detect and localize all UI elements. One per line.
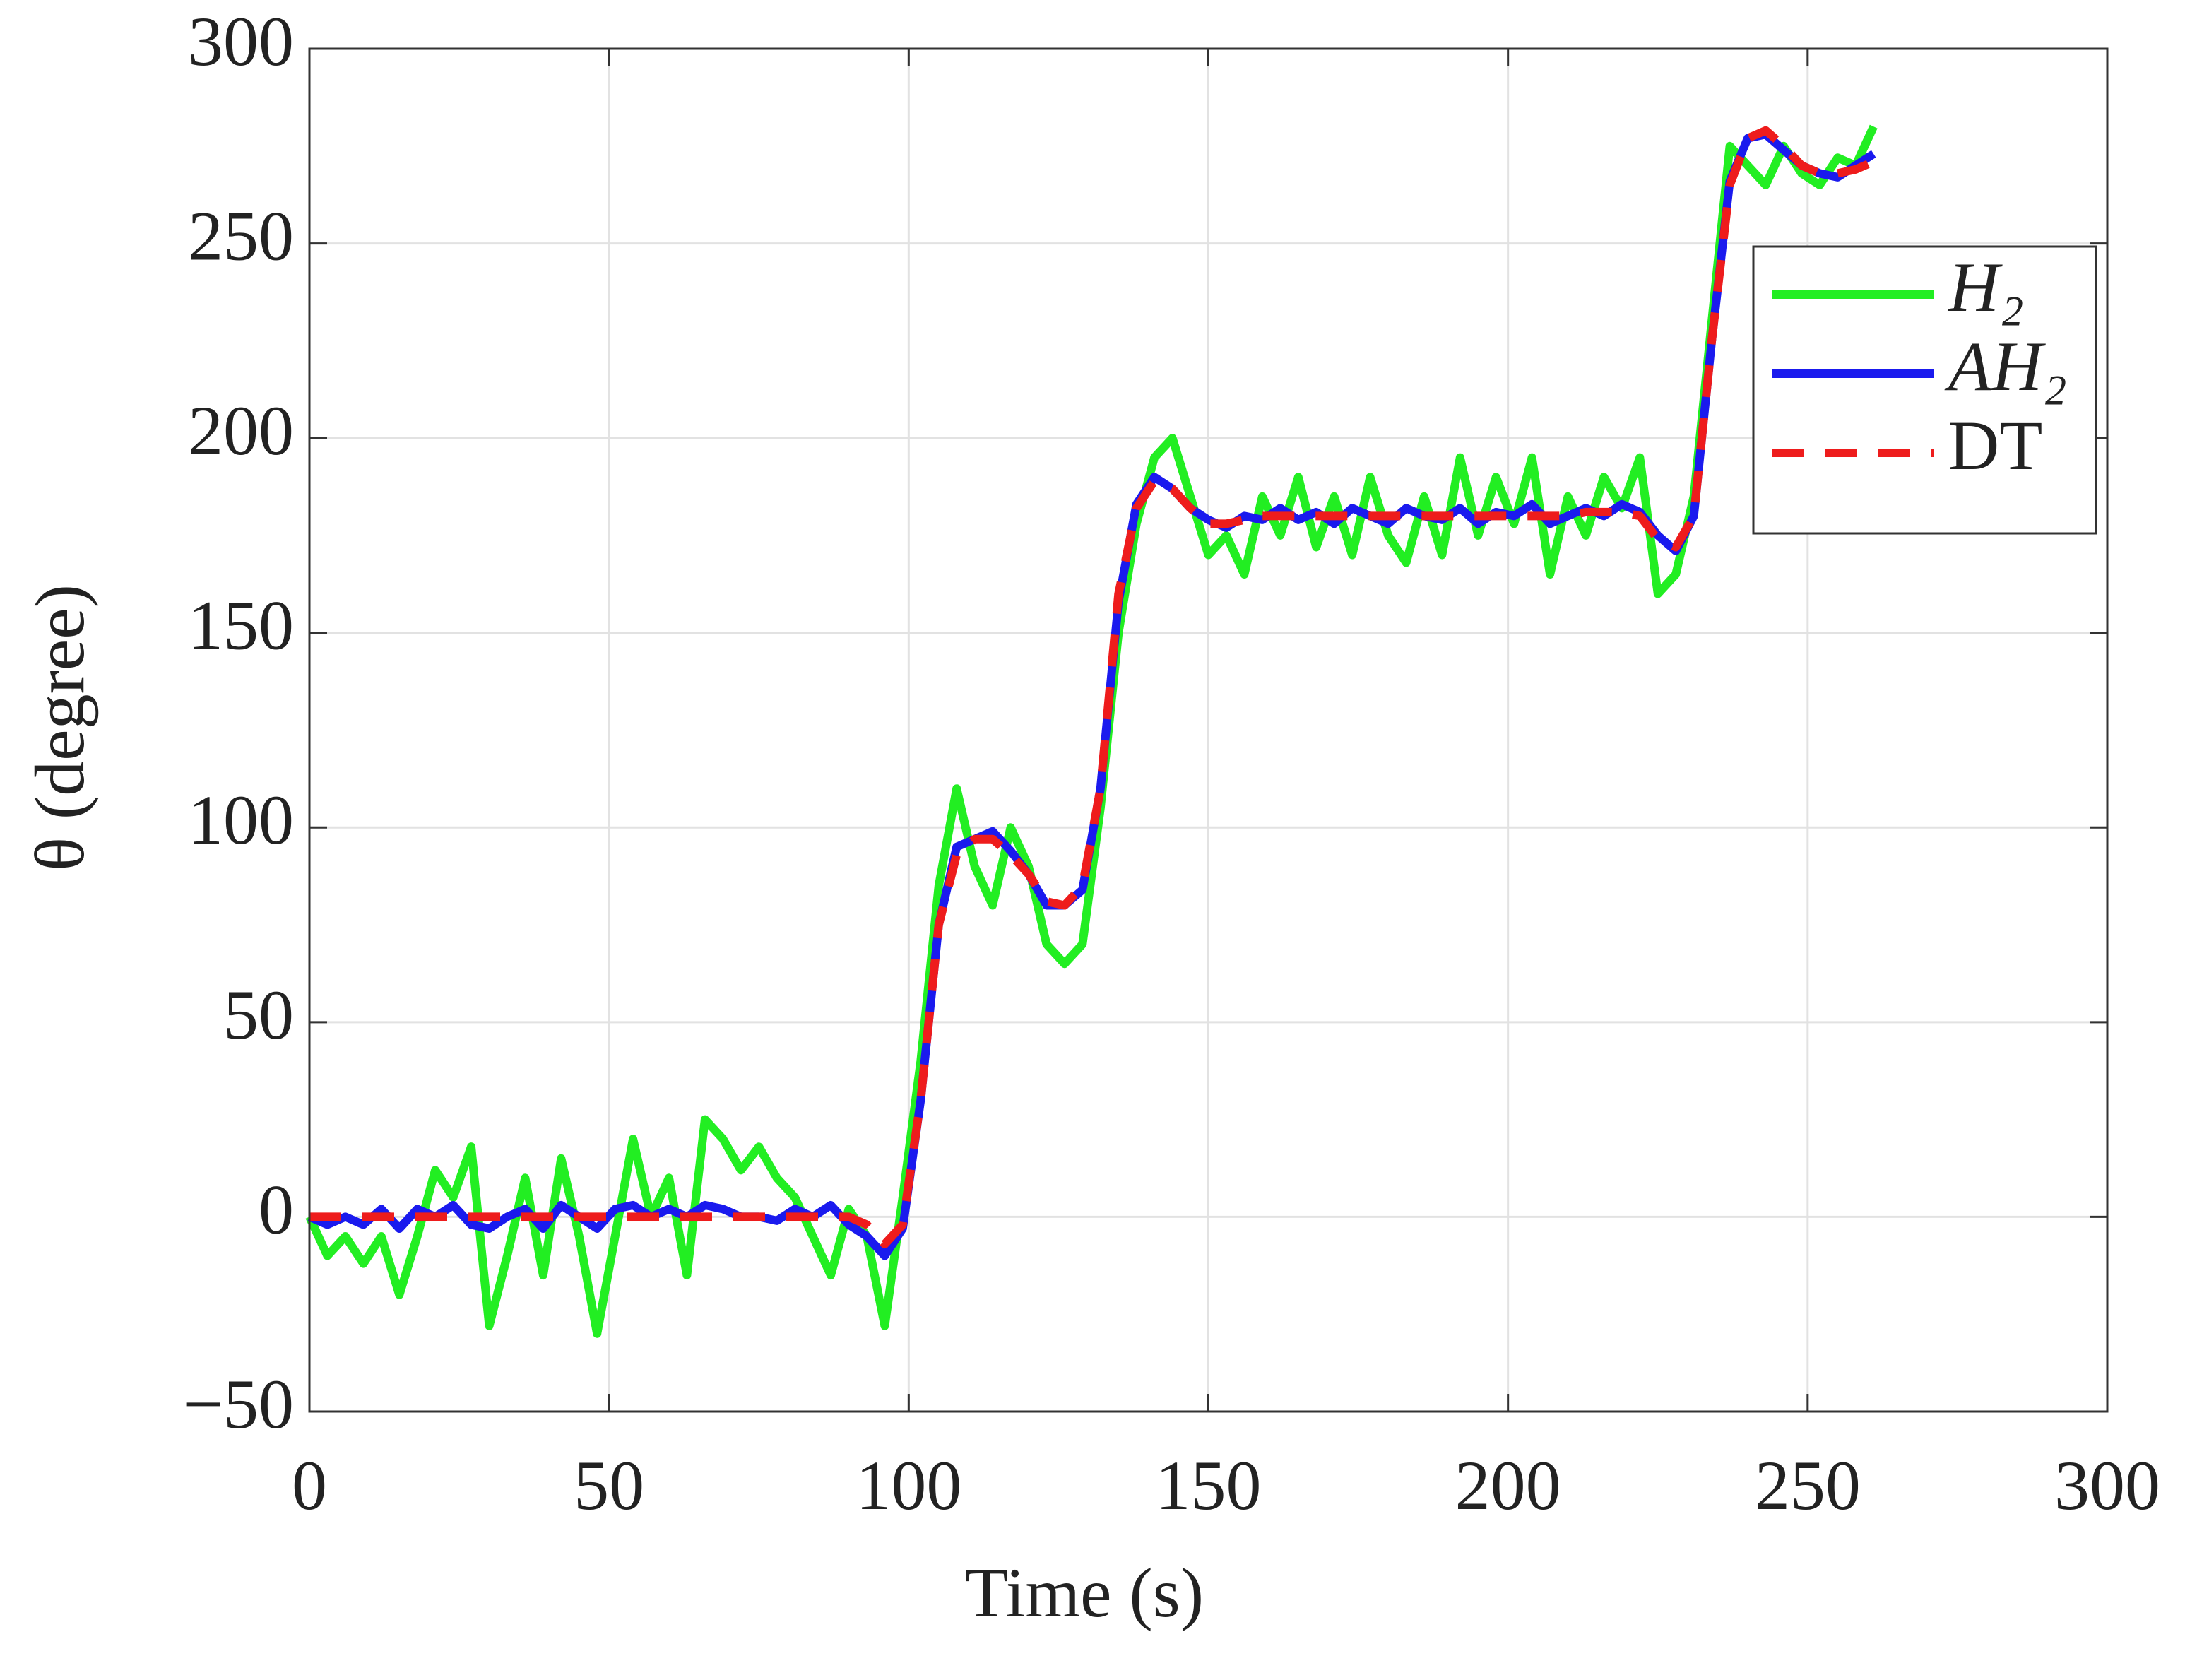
x-axis-label: Time (s) [965, 1554, 1204, 1632]
series-line [305, 124, 1878, 1338]
y-tick-label: 150 [188, 586, 294, 665]
legend-label: AH₂ [1944, 327, 2067, 406]
legend-label: DT [1948, 406, 2042, 485]
x-tick-label: 100 [855, 1446, 961, 1525]
x-tick-label: 50 [574, 1446, 644, 1525]
y-axis-label: θ (degree) [20, 584, 99, 871]
legend-label: H₂ [1947, 248, 2024, 326]
x-tick-label: 0 [292, 1446, 327, 1525]
plot-frame [308, 47, 2109, 1413]
x-tick-label: 300 [2054, 1446, 2160, 1525]
x-tick-label: 200 [1455, 1446, 1561, 1525]
x-tick-label: 150 [1156, 1446, 1262, 1525]
y-tick-label: 200 [188, 391, 294, 470]
series-line [307, 130, 1876, 1260]
y-tick-label: 100 [188, 781, 294, 859]
y-tick-label: −50 [184, 1365, 294, 1443]
y-tick-label: 50 [223, 976, 294, 1054]
y-tick-label: 300 [188, 2, 294, 81]
y-tick-label: 250 [188, 197, 294, 276]
series-line [309, 126, 1876, 1248]
grid [308, 47, 2109, 1413]
y-tick-label: 0 [259, 1170, 294, 1248]
x-tick-label: 250 [1755, 1446, 1861, 1525]
